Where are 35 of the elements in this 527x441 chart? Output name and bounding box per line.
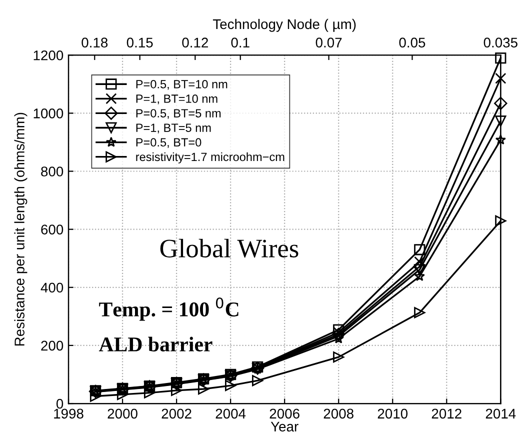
- x2-tick-label: 0.18: [82, 38, 108, 48]
- x2-tick-label: 0.12: [182, 38, 208, 48]
- y-tick-label: 1200: [34, 50, 64, 60]
- y-tick-label: 800: [41, 166, 64, 176]
- legend-label: P=0.5, BT=5 nm: [136, 109, 221, 119]
- legend-label: P=0.5, BT=10 nm: [136, 80, 228, 90]
- annotation: Temp. = 100 $^{0}$C: [99, 297, 238, 321]
- y-tick-label: 0: [56, 398, 64, 409]
- x2-axis-title: Technology Node ( µm): [212, 18, 356, 32]
- legend-label: P=0.5, BT=0: [136, 138, 202, 148]
- y-tick-label: 400: [40, 282, 64, 293]
- annotation: Global Wires: [160, 238, 298, 258]
- x-tick-label: 2008: [324, 408, 354, 419]
- x-tick-label: 2014: [486, 408, 516, 419]
- x-tick-label: 2002: [162, 408, 192, 419]
- x-tick-label: 2000: [108, 408, 138, 419]
- x2-tick-label: 0.035: [484, 38, 518, 48]
- y-tick-label: 600: [41, 224, 64, 234]
- y-tick-label: 1000: [34, 108, 64, 118]
- annotation: ALD barrier: [98, 336, 212, 352]
- x-axis-title: Year: [270, 422, 298, 432]
- x-tick-label: 1998: [54, 408, 84, 419]
- x2-tick-label: 0.07: [316, 38, 342, 48]
- y-axis-title: Resistance per unit length (ohms/mm): [14, 112, 28, 346]
- x2-tick-label: 0.15: [126, 38, 153, 48]
- x-tick-label: 2004: [216, 408, 246, 419]
- x-tick-label: 2006: [270, 408, 300, 419]
- legend-label: resistivity=1.7 microohm−cm: [136, 152, 284, 164]
- x-tick-label: 2012: [432, 408, 462, 419]
- x2-tick-label: 0.1: [231, 38, 250, 48]
- y-tick-label: 200: [41, 340, 64, 351]
- legend-label: P=1, BT=10 nm: [136, 94, 218, 104]
- x2-tick-label: 0.05: [399, 38, 426, 48]
- legend-label: P=1, BT=5 nm: [136, 124, 211, 134]
- x-tick-label: 2010: [378, 408, 408, 419]
